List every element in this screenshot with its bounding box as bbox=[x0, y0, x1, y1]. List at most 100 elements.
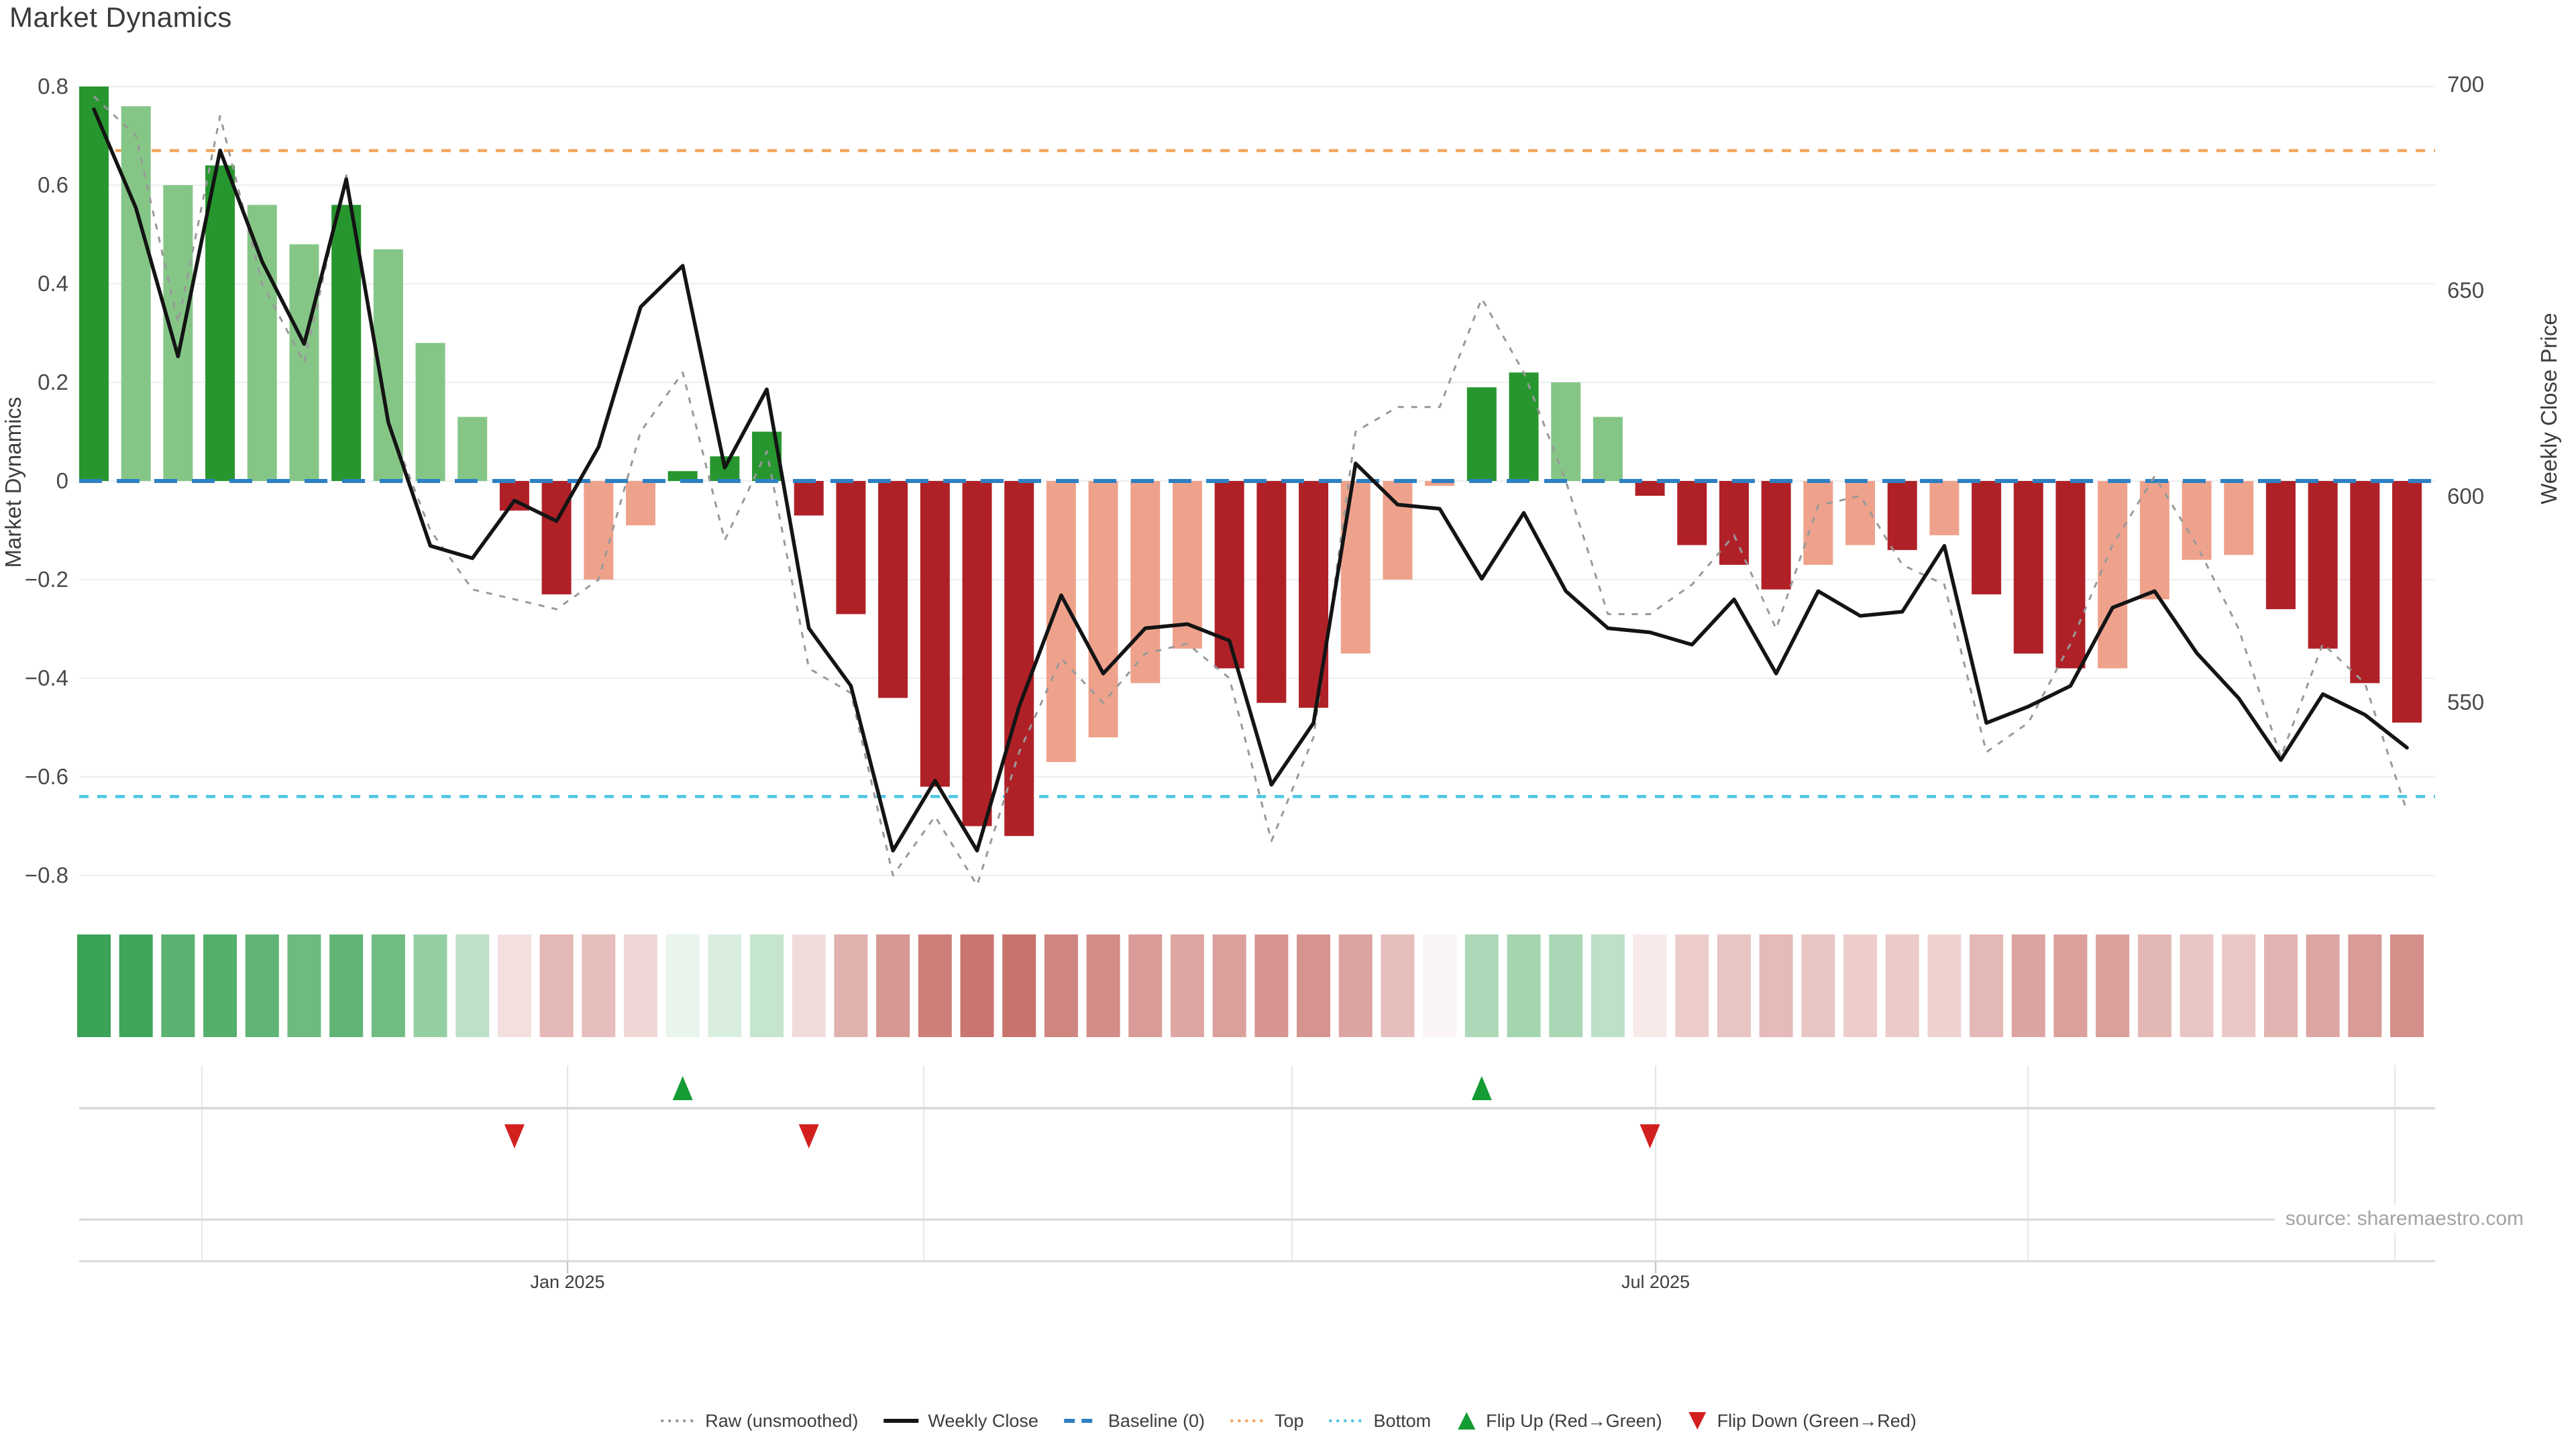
dynamics-bar bbox=[1593, 417, 1623, 481]
dynamics-bar bbox=[1172, 481, 1202, 649]
dynamics-bar bbox=[1509, 372, 1539, 481]
heatmap-cell bbox=[2390, 934, 2424, 1037]
heatmap-cell bbox=[455, 934, 490, 1037]
flip-down-marker bbox=[504, 1124, 525, 1148]
dynamics-bar bbox=[1088, 481, 1118, 738]
left-axis-tick-label: 0 bbox=[56, 468, 68, 493]
heatmap-cell bbox=[1128, 934, 1163, 1037]
heatmap-cell bbox=[960, 934, 994, 1037]
heatmap-cell bbox=[2306, 934, 2340, 1037]
heatmap-cell bbox=[1843, 934, 1878, 1037]
heatmap-cell bbox=[119, 934, 153, 1037]
dynamics-bar bbox=[1887, 481, 1917, 550]
dynamics-bar bbox=[836, 481, 866, 614]
legend-item: Baseline (0) bbox=[1063, 1411, 1205, 1432]
heatmap-cell bbox=[1423, 934, 1457, 1037]
heatmap-cell bbox=[2137, 934, 2171, 1037]
heatmap-cell bbox=[2263, 934, 2298, 1037]
dynamics-bar bbox=[205, 165, 235, 481]
left-axis-tick-label: −0.4 bbox=[24, 665, 68, 690]
heatmap-cell bbox=[413, 934, 447, 1037]
dynamics-bar bbox=[878, 481, 908, 698]
dynamics-bar bbox=[794, 481, 824, 516]
heatmap-cell bbox=[1212, 934, 1246, 1037]
left-axis-tick-label: 0.8 bbox=[38, 74, 68, 99]
legend-item: Flip Up (Red→Green) bbox=[1455, 1410, 1662, 1432]
right-axis-title: Weekly Close Price bbox=[2536, 313, 2561, 504]
legend-item-label: Baseline (0) bbox=[1108, 1410, 1205, 1431]
heatmap-cell bbox=[665, 934, 700, 1037]
heatmap-cell bbox=[1591, 934, 1625, 1037]
dynamics-bar bbox=[2139, 481, 2169, 600]
heatmap-cell bbox=[1759, 934, 1793, 1037]
dynamics-bar bbox=[667, 471, 698, 481]
heatmap-cell bbox=[1002, 934, 1036, 1037]
legend-item-label: Bottom bbox=[1373, 1410, 1432, 1431]
heatmap-cell bbox=[161, 934, 195, 1037]
legend-line-swatch bbox=[883, 1419, 919, 1423]
dynamics-bar bbox=[1719, 481, 1749, 565]
legend-line-swatch bbox=[1063, 1419, 1099, 1423]
heatmap-cell bbox=[203, 934, 237, 1037]
heatmap-cell bbox=[1297, 934, 1331, 1037]
legend-item-label: Raw (unsmoothed) bbox=[705, 1410, 859, 1431]
flip-up-marker bbox=[1471, 1076, 1492, 1100]
source-note: source: sharemaestro.com bbox=[2274, 1205, 2534, 1233]
legend-item-label: Weekly Close bbox=[928, 1410, 1038, 1431]
dynamics-bar bbox=[962, 481, 992, 826]
dynamics-bar bbox=[2392, 481, 2422, 723]
raw-line bbox=[93, 95, 2408, 887]
dynamics-bar bbox=[2350, 481, 2380, 684]
dynamics-bar bbox=[625, 481, 655, 526]
left-axis-tick-label: 0.4 bbox=[38, 271, 68, 296]
heatmap-cell bbox=[371, 934, 405, 1037]
right-axis-tick-label: 700 bbox=[2447, 72, 2485, 97]
heatmap-cell bbox=[1254, 934, 1289, 1037]
heatmap-cell bbox=[2096, 934, 2130, 1037]
dynamics-bar bbox=[2098, 481, 2128, 669]
flip-up-marker bbox=[672, 1076, 693, 1100]
heatmap-cell bbox=[245, 934, 279, 1037]
dynamics-bar bbox=[331, 205, 362, 481]
dynamics-bar bbox=[1130, 481, 1161, 684]
flip-down-icon bbox=[1688, 1412, 1707, 1430]
heatmap-cell bbox=[497, 934, 531, 1037]
heatmap-cell bbox=[1633, 934, 1667, 1037]
legend-line-swatch bbox=[1329, 1419, 1364, 1422]
dynamics-bar bbox=[584, 481, 614, 580]
page-title: Market Dynamics bbox=[9, 1, 232, 33]
dynamics-bar bbox=[289, 244, 319, 481]
flip-up-icon bbox=[1458, 1412, 1476, 1430]
left-axis-tick-label: −0.8 bbox=[24, 863, 68, 888]
left-axis-tick-label: −0.2 bbox=[24, 567, 68, 592]
heatmap-cell bbox=[539, 934, 574, 1037]
x-axis-tick-label: Jul 2025 bbox=[1621, 1272, 1690, 1292]
left-axis-tick-label: −0.6 bbox=[24, 764, 68, 789]
legend: Raw (unsmoothed) Weekly Close Baseline (0)… bbox=[659, 1410, 1917, 1432]
heatmap-cell bbox=[2222, 934, 2256, 1037]
dynamics-bar bbox=[1256, 481, 1287, 703]
dynamics-bar bbox=[458, 417, 488, 481]
flip-down-marker bbox=[798, 1124, 819, 1148]
left-axis-tick-label: 0.2 bbox=[38, 370, 68, 394]
dynamics-bar bbox=[2308, 481, 2338, 649]
heatmap-cell bbox=[329, 934, 364, 1037]
heatmap-cell bbox=[2011, 934, 2045, 1037]
right-axis-tick-label: 650 bbox=[2447, 278, 2485, 303]
heatmap-cell bbox=[1885, 934, 1919, 1037]
legend-item-label: Flip Up (Red→Green) bbox=[1486, 1410, 1662, 1431]
heatmap-cell bbox=[2180, 934, 2214, 1037]
dynamics-bar bbox=[920, 481, 950, 787]
dynamics-bar bbox=[2182, 481, 2212, 560]
heatmap-cell bbox=[792, 934, 826, 1037]
dynamics-bar bbox=[1635, 481, 1665, 496]
dynamics-bar bbox=[1677, 481, 1707, 545]
heatmap-cell bbox=[750, 934, 784, 1037]
legend-item: Bottom bbox=[1328, 1410, 1432, 1432]
heatmap-cell bbox=[1927, 934, 1962, 1037]
heatmap-cell bbox=[1338, 934, 1373, 1037]
dynamics-bar bbox=[1551, 382, 1581, 481]
legend-item-label: Top bbox=[1274, 1410, 1304, 1431]
